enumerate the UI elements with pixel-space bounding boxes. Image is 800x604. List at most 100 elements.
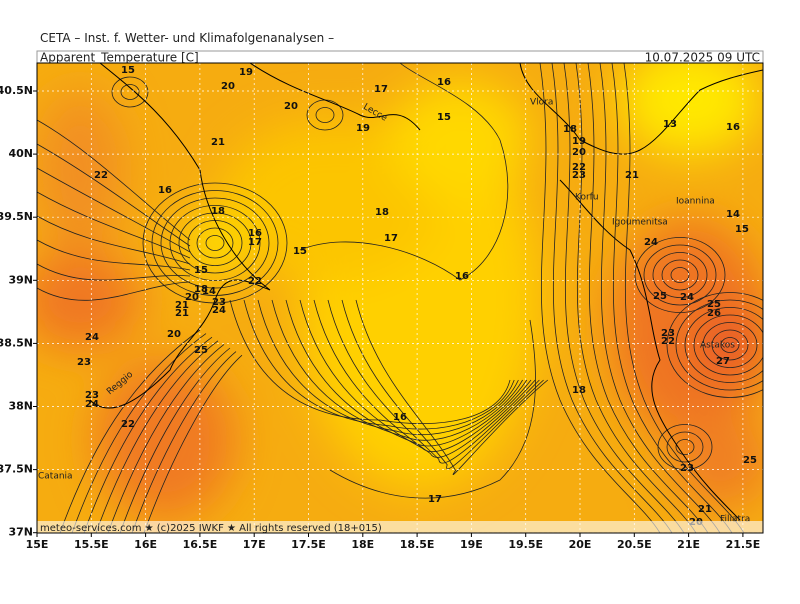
contour-label: 27 bbox=[716, 356, 730, 367]
contour bbox=[675, 299, 763, 391]
contour bbox=[205, 235, 225, 251]
lon-label: 19E bbox=[460, 538, 483, 551]
shade bbox=[620, 63, 760, 155]
lon-label: 15E bbox=[26, 538, 49, 551]
contour bbox=[684, 307, 763, 383]
lat-label: 38N bbox=[8, 400, 33, 413]
contour-label: 22 bbox=[121, 419, 135, 430]
contour bbox=[95, 340, 219, 533]
shade bbox=[670, 410, 763, 510]
contour bbox=[355, 299, 549, 476]
contour bbox=[643, 244, 717, 306]
place-name: Ioannina bbox=[676, 197, 715, 207]
place-name: Catania bbox=[38, 472, 73, 482]
contour bbox=[142, 182, 288, 304]
contour bbox=[675, 439, 695, 455]
contour bbox=[111, 76, 149, 108]
contour-label: 25 bbox=[707, 299, 721, 310]
graticule bbox=[37, 63, 763, 533]
contour-label: 15 bbox=[437, 112, 451, 123]
contour bbox=[539, 63, 661, 533]
contour-label: 24 bbox=[212, 305, 226, 316]
contour bbox=[611, 63, 733, 533]
lon-label: 18.5E bbox=[400, 538, 435, 551]
contour bbox=[107, 344, 225, 533]
contour bbox=[37, 119, 191, 241]
contour bbox=[37, 143, 191, 247]
axes: 15E 15.5E 16E 16.5E 17E 17.5E 18E 18.5E 19E 19.5E… bbox=[0, 84, 760, 551]
contour-label: 26 bbox=[707, 308, 721, 319]
lon-label: 20E bbox=[569, 538, 592, 551]
lat-label: 38.5N bbox=[0, 336, 33, 349]
contour-label: 16 bbox=[726, 122, 740, 133]
contour bbox=[329, 319, 536, 499]
contour-label: 14 bbox=[726, 209, 740, 220]
contour-label: 18 bbox=[211, 206, 225, 217]
contour bbox=[327, 299, 540, 464]
contour-label: 19 bbox=[239, 67, 253, 78]
shade bbox=[95, 360, 235, 520]
coast bbox=[559, 179, 741, 521]
contour-label: 20 bbox=[284, 101, 298, 112]
contour-label: 14 bbox=[202, 286, 216, 297]
contour-label: 23 bbox=[77, 357, 91, 368]
border bbox=[519, 63, 763, 155]
contour bbox=[666, 431, 704, 463]
footer: meteo-services.com ★ (c)2025 IWKF ★ All … bbox=[40, 523, 382, 534]
contour bbox=[37, 263, 191, 281]
parameter: Apparent_Temperature [C] bbox=[40, 51, 199, 65]
contour bbox=[285, 299, 528, 447]
contour bbox=[666, 292, 763, 398]
contour-label: 23 bbox=[85, 390, 99, 401]
contour-label: 21 bbox=[698, 504, 712, 515]
contour bbox=[196, 227, 234, 259]
contour-label: 13 bbox=[663, 119, 677, 130]
contour bbox=[271, 299, 523, 441]
lon-label: 20.5E bbox=[617, 538, 652, 551]
contour bbox=[71, 333, 207, 533]
contour-label: 25 bbox=[653, 291, 667, 302]
place-name: Igoumenitsa bbox=[612, 218, 668, 228]
contour bbox=[178, 212, 252, 274]
contour-label: 16 bbox=[158, 185, 172, 196]
lon-label: 21.5E bbox=[726, 538, 761, 551]
contour-label: 20 bbox=[572, 147, 586, 158]
place-name: Vlora bbox=[530, 98, 553, 108]
contour bbox=[83, 336, 213, 533]
contour-label: 17 bbox=[374, 84, 388, 95]
shading bbox=[37, 63, 763, 520]
contour bbox=[551, 63, 673, 533]
contour bbox=[587, 63, 709, 533]
frame bbox=[36, 62, 764, 534]
contour bbox=[37, 215, 191, 265]
contour bbox=[693, 314, 763, 376]
contour-label: 21 bbox=[175, 308, 189, 319]
contour bbox=[623, 63, 745, 533]
contour-label: 16 bbox=[393, 412, 407, 423]
contour-label: 25 bbox=[743, 455, 757, 466]
contour bbox=[670, 267, 690, 283]
contour-label: 21 bbox=[175, 300, 189, 311]
contour-label: 17 bbox=[428, 494, 442, 505]
lat-label: 39.5N bbox=[0, 210, 33, 223]
contour bbox=[131, 351, 237, 533]
contour-label: 18 bbox=[375, 207, 389, 218]
contour bbox=[563, 63, 685, 533]
contour-label: 24 bbox=[680, 292, 694, 303]
contour bbox=[143, 354, 243, 533]
contour-label: 21 bbox=[625, 170, 639, 181]
contour bbox=[37, 191, 191, 259]
contour-label: 22 bbox=[572, 162, 586, 173]
contour-label: 22 bbox=[94, 170, 108, 181]
contour bbox=[315, 107, 335, 123]
lat-label: 39N bbox=[8, 273, 33, 286]
contour-label: 18 bbox=[194, 284, 208, 295]
contour bbox=[119, 347, 231, 533]
contour-label: 23 bbox=[680, 463, 694, 474]
contour-label: 19 bbox=[356, 123, 370, 134]
contour-label: 15 bbox=[293, 246, 307, 257]
contour-label: 23 bbox=[572, 170, 586, 181]
contour bbox=[711, 329, 749, 361]
lon-label: 21E bbox=[677, 538, 700, 551]
